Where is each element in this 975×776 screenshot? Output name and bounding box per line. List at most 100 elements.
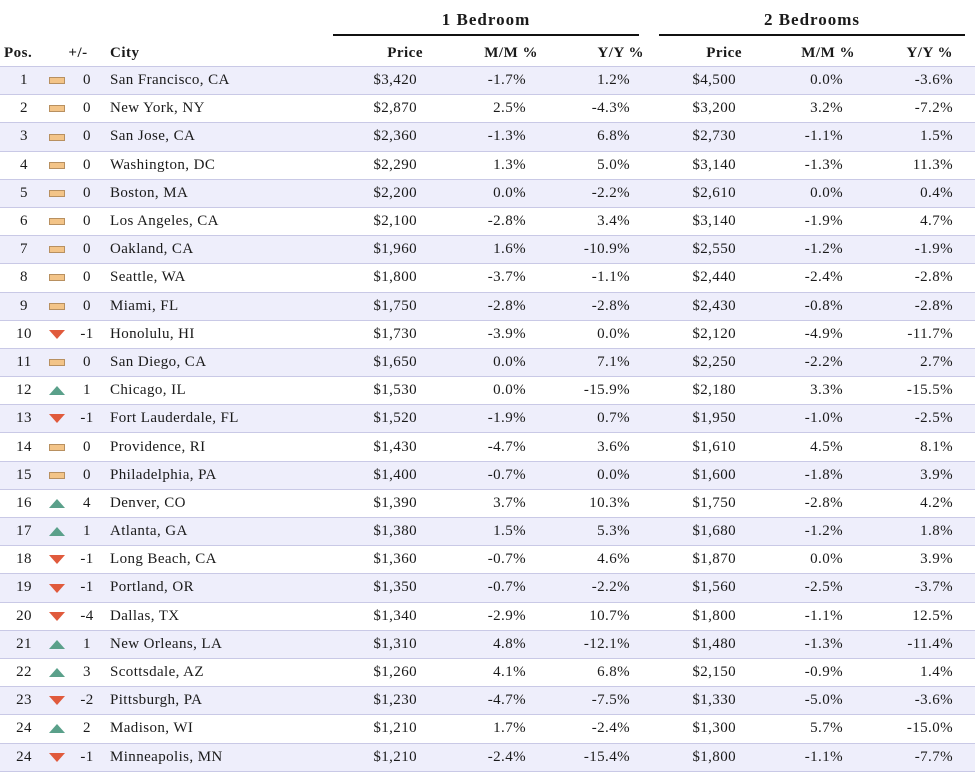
table-row: 24 -1 Minneapolis, MN $1,210 -2.4% -15.4% $1,8… [0,743,975,772]
yy-2br-cell: 1.8% [855,517,975,547]
yy-2br-cell: -3.7% [855,573,975,603]
price-2br-cell: $1,480 [644,630,742,659]
table-row: 19 -1 Portland, OR $1,350 -0.7% -2.2% $1,560 -2… [0,573,975,603]
mm-2br-cell: 4.5% [742,432,855,462]
flat-dash-icon [49,77,65,85]
mm-1br-cell: 0.0% [423,179,538,208]
table-row: 12 1 Chicago, IL $1,530 0.0% -15.9% $2,180 3.3%… [0,376,975,406]
trend-indicator-cell [48,292,66,321]
trend-indicator-cell [48,658,66,688]
rank-change-cell: 4 [66,489,108,519]
yy-2br-cell: 2.7% [855,348,975,378]
mm-1br-cell: 1.6% [423,235,538,265]
yy-1br-cell: -15.9% [538,376,644,406]
price-2br-cell: $2,180 [644,376,742,406]
table-row: 1 0 San Francisco, CA $3,420 -1.7% 1.2% $4,500… [0,66,975,96]
rank-cell: 16 [0,489,48,519]
col-header-price-1br: Price [333,40,423,67]
price-1br-cell: $1,210 [333,714,423,744]
rank-change-cell: 1 [66,376,108,406]
rank-cell: 20 [0,602,48,631]
price-2br-cell: $1,750 [644,489,742,519]
yy-1br-cell: 10.3% [538,489,644,519]
city-cell: Long Beach, CA [108,545,333,575]
mm-1br-cell: -2.4% [423,743,538,772]
city-cell: Atlanta, GA [108,517,333,547]
price-1br-cell: $1,380 [333,517,423,547]
yy-2br-cell: 3.9% [855,545,975,575]
rank-change-cell: -1 [66,743,108,772]
yy-1br-cell: 0.7% [538,404,644,434]
yy-1br-cell: 1.2% [538,66,644,96]
yy-1br-cell: 7.1% [538,348,644,378]
trend-indicator-cell [48,404,66,434]
yy-1br-cell: -7.5% [538,686,644,716]
price-2br-cell: $3,140 [644,151,742,180]
down-triangle-icon [49,611,65,621]
up-triangle-icon [49,386,65,396]
trend-indicator-cell [48,179,66,208]
city-cell: San Francisco, CA [108,66,333,96]
rank-cell: 19 [0,573,48,603]
mm-2br-cell: -2.4% [742,263,855,293]
down-triangle-icon [49,696,65,706]
price-1br-cell: $2,200 [333,179,423,208]
mm-1br-cell: 1.5% [423,517,538,547]
yy-2br-cell: -11.4% [855,630,975,659]
down-triangle-icon [49,414,65,424]
price-1br-cell: $1,360 [333,545,423,575]
price-2br-cell: $1,950 [644,404,742,434]
yy-2br-cell: -7.7% [855,743,975,772]
yy-1br-cell: -4.3% [538,94,644,124]
price-1br-cell: $1,310 [333,630,423,659]
mm-1br-cell: -0.7% [423,573,538,603]
yy-2br-cell: -2.8% [855,292,975,321]
yy-1br-cell: 4.6% [538,545,644,575]
up-triangle-icon [49,527,65,537]
mm-1br-cell: -3.9% [423,320,538,349]
flat-dash-icon [49,359,65,367]
rank-change-cell: 0 [66,151,108,180]
table-row: 21 1 New Orleans, LA $1,310 4.8% -12.1% $1,480… [0,630,975,659]
mm-1br-cell: -0.7% [423,461,538,490]
mm-1br-cell: -2.8% [423,292,538,321]
price-1br-cell: $1,530 [333,376,423,406]
rank-change-cell: -2 [66,686,108,716]
trend-indicator-cell [48,714,66,744]
rank-cell: 6 [0,207,48,237]
table-row: 10 -1 Honolulu, HI $1,730 -3.9% 0.0% $2,120 -4.… [0,320,975,349]
table-body: 1 0 San Francisco, CA $3,420 -1.7% 1.2% $4,500… [0,66,975,772]
yy-2br-cell: -3.6% [855,686,975,716]
rank-cell: 24 [0,714,48,744]
mm-1br-cell: 1.3% [423,151,538,180]
yy-2br-cell: 11.3% [855,151,975,180]
trend-indicator-cell [48,235,66,265]
rank-cell: 1 [0,66,48,96]
price-2br-cell: $2,440 [644,263,742,293]
table-row: 20 -4 Dallas, TX $1,340 -2.9% 10.7% $1,800 -1.1… [0,602,975,631]
trend-indicator-cell [48,630,66,659]
city-cell: Fort Lauderdale, FL [108,404,333,434]
yy-2br-cell: -3.6% [855,66,975,96]
city-cell: Oakland, CA [108,235,333,265]
price-2br-cell: $1,330 [644,686,742,716]
trend-indicator-cell [48,66,66,96]
rent-table: Pos. +/- City Price M/M % Y/Y % Price M/… [0,40,975,772]
mm-2br-cell: -1.2% [742,235,855,265]
table-row: 15 0 Philadelphia, PA $1,400 -0.7% 0.0% $1,600… [0,461,975,490]
trend-indicator-cell [48,348,66,378]
mm-1br-cell: 3.7% [423,489,538,519]
price-1br-cell: $1,750 [333,292,423,321]
yy-2br-cell: 8.1% [855,432,975,462]
city-cell: Washington, DC [108,151,333,180]
price-1br-cell: $1,210 [333,743,423,772]
table-row: 5 0 Boston, MA $2,200 0.0% -2.2% $2,610 0.0% 0.4… [0,179,975,208]
yy-2br-cell: 12.5% [855,602,975,631]
rank-change-cell: -1 [66,404,108,434]
yy-1br-cell: 5.3% [538,517,644,547]
rank-change-cell: -1 [66,545,108,575]
price-2br-cell: $3,200 [644,94,742,124]
yy-2br-cell: -7.2% [855,94,975,124]
rank-cell: 5 [0,179,48,208]
trend-indicator-cell [48,432,66,462]
